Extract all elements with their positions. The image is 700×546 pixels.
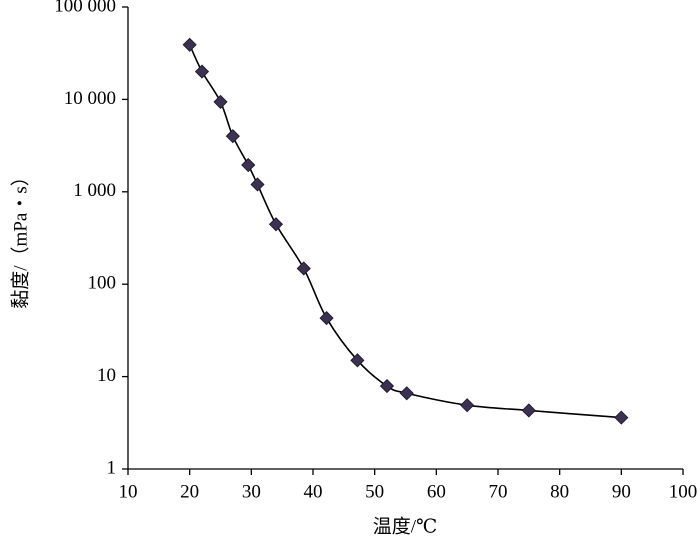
x-axis-label: 温度/℃ [373,515,438,537]
y-tick-label: 10 [97,365,116,386]
y-tick-label: 100 000 [54,0,116,16]
y-tick-label: 1 000 [73,180,116,201]
marker [350,353,365,368]
x-tick-label: 30 [242,481,261,502]
x-tick-label: 80 [550,481,569,502]
x-tick-label: 60 [427,481,446,502]
marker [614,410,629,425]
marker [241,157,256,173]
line [188,44,622,419]
x-tick-label: 10 [119,481,138,502]
marker [379,378,395,394]
marker [460,398,475,413]
marker [225,129,240,144]
y-axis-label: 黏度/（mPa・s） [9,167,31,308]
y-tick-label: 100 [88,273,117,294]
x-tick-label: 90 [612,481,631,502]
x-tick-label: 70 [489,481,508,502]
marker [250,177,265,192]
x-tick-label: 20 [180,481,199,502]
y-tick-label: 1 [107,457,117,478]
marker [268,217,284,232]
marker [296,261,311,276]
marker [319,311,334,326]
marker [399,386,414,401]
marker [182,37,197,52]
marker [213,94,228,109]
y-tick-label: 10 000 [64,88,116,109]
x-tick-label: 50 [365,481,384,502]
marker [521,403,536,418]
marker [194,64,210,79]
x-tick-label: 40 [304,481,323,502]
x-tick-label: 100 [669,481,698,502]
